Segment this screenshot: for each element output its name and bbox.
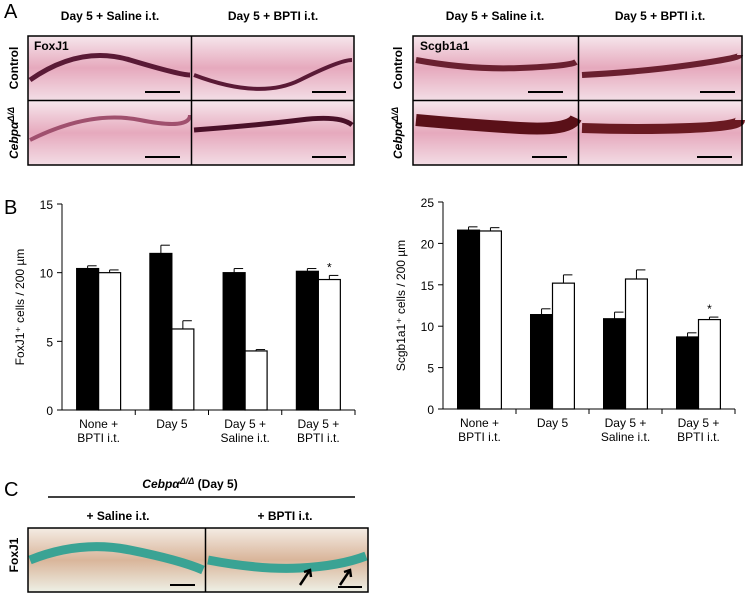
stain-label: Scgb1a1 xyxy=(420,39,470,53)
row-label: FoxJ1 xyxy=(7,537,21,572)
x-tick-label: Day 5 + Saline i.t. xyxy=(220,417,269,445)
bar xyxy=(624,278,648,410)
y-axis-label: Scgb1a1⁺ cells / 200 µm xyxy=(394,240,408,371)
bar xyxy=(295,270,319,411)
bar xyxy=(697,318,721,410)
title-sup: Δ/Δ xyxy=(179,476,195,486)
row-label: Control xyxy=(7,47,21,90)
panel-label: B xyxy=(4,197,17,219)
stain-label: FoxJ1 xyxy=(34,39,69,53)
x-tick-label: None + BPTI i.t. xyxy=(458,416,501,444)
y-tick-label: 20 xyxy=(421,237,435,251)
bar xyxy=(457,229,481,410)
bar xyxy=(675,336,700,410)
row-label-sup: Δ/Δ xyxy=(390,107,400,123)
micrograph xyxy=(28,101,191,165)
column-header: + Saline i.t. xyxy=(86,509,149,523)
y-tick-label: 10 xyxy=(40,267,54,281)
panel-label: C xyxy=(4,479,18,501)
x-tick-label: Day 5 xyxy=(156,417,188,431)
row-label-text: Cebpα xyxy=(7,121,21,159)
x-tick-label: Day 5 + BPTI i.t. xyxy=(297,417,340,445)
x-tick-label: None + BPTI i.t. xyxy=(77,417,120,445)
y-tick-label: 0 xyxy=(46,404,53,418)
bar xyxy=(478,230,502,410)
y-tick-label: 15 xyxy=(40,198,54,212)
bar xyxy=(602,318,627,410)
row-label-text: Cebpα xyxy=(391,121,405,159)
micrograph xyxy=(192,101,354,165)
x-tick-label: Day 5 + BPTI i.t. xyxy=(677,416,720,444)
panel-c-title: CebpαΔ/Δ (Day 5) xyxy=(142,476,237,491)
micrograph-grid xyxy=(27,35,355,166)
micrograph-grid xyxy=(412,35,745,166)
title-text: Cebpα xyxy=(142,477,180,491)
x-tick-label: Day 5 + Saline i.t. xyxy=(601,416,650,444)
row-label: Control xyxy=(391,47,405,90)
charts: 0 5 10 15 FoxJ1⁺ cells / 200 µm None + BPTI i.… xyxy=(13,196,736,445)
y-tick-label: 5 xyxy=(427,362,434,376)
panel-label: A xyxy=(4,1,18,23)
y-tick-label: 15 xyxy=(421,279,435,293)
annotation: * xyxy=(707,302,712,316)
y-tick-label: 10 xyxy=(421,320,435,334)
title-suffix: (Day 5) xyxy=(194,477,237,491)
micrograph-grid xyxy=(27,527,369,593)
column-header: Day 5 + BPTI i.t. xyxy=(228,9,318,23)
annotation: * xyxy=(327,260,332,274)
bar xyxy=(551,282,575,410)
y-tick-label: 0 xyxy=(427,403,434,417)
bar xyxy=(244,350,268,411)
x-tick-label: Day 5 xyxy=(537,416,569,430)
bar xyxy=(171,328,195,411)
column-header: Day 5 + Saline i.t. xyxy=(446,9,544,23)
row-label-sup: Δ/Δ xyxy=(6,107,16,123)
bar xyxy=(76,267,100,411)
bar xyxy=(222,272,246,411)
y-axis-label: FoxJ1⁺ cells / 200 µm xyxy=(13,249,27,366)
column-header: Day 5 + Saline i.t. xyxy=(61,9,159,23)
bar xyxy=(149,252,173,411)
bar xyxy=(98,272,122,411)
column-header: + BPTI i.t. xyxy=(257,509,312,523)
y-tick-label: 25 xyxy=(421,196,435,210)
column-header: Day 5 + BPTI i.t. xyxy=(615,9,705,23)
bar xyxy=(317,278,341,411)
row-label: CebpαΔ/Δ xyxy=(390,107,405,159)
row-label: CebpαΔ/Δ xyxy=(6,107,21,159)
y-tick-label: 5 xyxy=(46,335,53,349)
bar xyxy=(529,314,554,410)
